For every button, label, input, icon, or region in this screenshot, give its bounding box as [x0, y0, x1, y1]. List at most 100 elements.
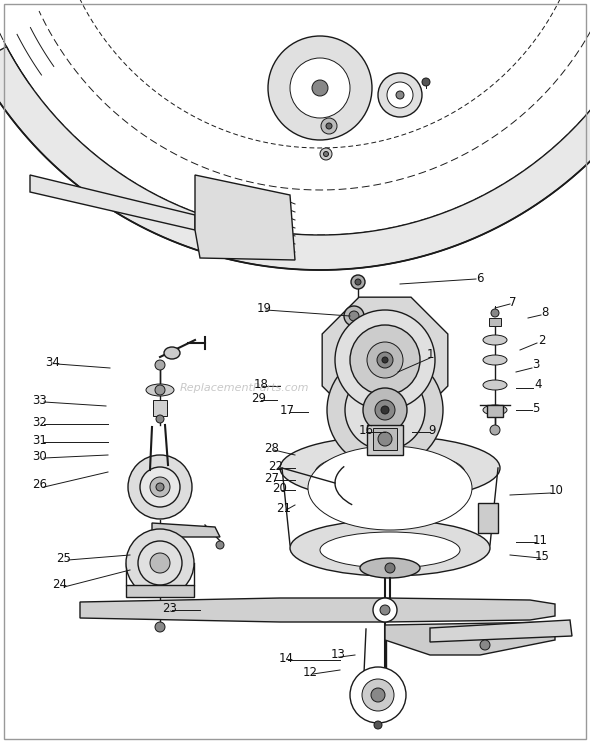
Circle shape: [155, 360, 165, 370]
Circle shape: [345, 370, 425, 450]
Circle shape: [355, 279, 361, 285]
Circle shape: [326, 123, 332, 129]
Text: 14: 14: [278, 652, 293, 664]
Text: 13: 13: [330, 649, 345, 661]
Circle shape: [126, 529, 194, 597]
Bar: [367, 425, 403, 455]
Polygon shape: [385, 622, 555, 655]
Text: 12: 12: [303, 666, 317, 678]
Polygon shape: [195, 175, 295, 260]
Circle shape: [150, 553, 170, 573]
Circle shape: [327, 352, 443, 468]
Polygon shape: [30, 175, 195, 230]
Text: 5: 5: [532, 401, 540, 415]
Ellipse shape: [315, 451, 465, 495]
Text: ReplacementParts.com: ReplacementParts.com: [180, 383, 310, 393]
Text: 1: 1: [426, 348, 434, 362]
Text: 18: 18: [254, 378, 268, 392]
Ellipse shape: [360, 558, 420, 578]
Text: 23: 23: [163, 602, 178, 614]
Text: 2: 2: [538, 334, 546, 346]
Circle shape: [138, 541, 182, 585]
Circle shape: [156, 483, 164, 491]
Circle shape: [350, 325, 420, 395]
Polygon shape: [385, 598, 555, 622]
Text: 31: 31: [32, 433, 47, 447]
Circle shape: [351, 275, 365, 289]
Ellipse shape: [290, 520, 490, 576]
Circle shape: [349, 311, 359, 321]
Circle shape: [371, 688, 385, 702]
Circle shape: [491, 309, 499, 317]
Ellipse shape: [483, 380, 507, 390]
Circle shape: [374, 721, 382, 729]
Polygon shape: [0, 47, 590, 270]
Text: 7: 7: [509, 296, 517, 308]
Circle shape: [373, 598, 397, 622]
Ellipse shape: [320, 532, 460, 568]
Text: 27: 27: [264, 472, 280, 484]
Circle shape: [375, 400, 395, 420]
Circle shape: [268, 36, 372, 140]
Polygon shape: [322, 297, 448, 423]
Text: 16: 16: [359, 424, 373, 436]
Bar: [489, 318, 501, 326]
Text: 22: 22: [268, 459, 284, 473]
Ellipse shape: [308, 446, 472, 530]
Ellipse shape: [483, 335, 507, 345]
Circle shape: [381, 406, 389, 414]
Polygon shape: [152, 523, 220, 537]
Text: 3: 3: [532, 359, 540, 372]
Text: 24: 24: [53, 579, 67, 591]
Circle shape: [480, 640, 490, 650]
Circle shape: [335, 310, 435, 410]
Text: 21: 21: [277, 502, 291, 514]
Circle shape: [380, 605, 390, 615]
Text: 4: 4: [535, 378, 542, 392]
Text: 32: 32: [32, 415, 47, 429]
Circle shape: [312, 80, 328, 96]
Circle shape: [323, 152, 329, 157]
Text: 20: 20: [273, 481, 287, 495]
Text: 29: 29: [251, 392, 267, 404]
Text: 19: 19: [257, 302, 271, 314]
Circle shape: [155, 385, 165, 395]
Circle shape: [362, 679, 394, 711]
Polygon shape: [80, 598, 385, 622]
Circle shape: [140, 467, 180, 507]
Circle shape: [367, 342, 403, 378]
Circle shape: [156, 415, 164, 423]
Text: 17: 17: [280, 403, 294, 417]
Circle shape: [321, 118, 337, 134]
Circle shape: [378, 432, 392, 446]
Text: 26: 26: [32, 478, 48, 492]
Circle shape: [128, 455, 192, 519]
Ellipse shape: [146, 384, 174, 396]
Text: 8: 8: [541, 307, 549, 319]
Text: 28: 28: [264, 441, 280, 455]
Circle shape: [490, 425, 500, 435]
Circle shape: [422, 78, 430, 86]
Circle shape: [378, 73, 422, 117]
Circle shape: [216, 541, 224, 549]
Text: 30: 30: [32, 450, 47, 462]
Circle shape: [155, 622, 165, 632]
Text: 34: 34: [45, 355, 60, 369]
Text: 9: 9: [428, 424, 436, 436]
Circle shape: [150, 477, 170, 497]
Text: 25: 25: [57, 551, 71, 565]
Bar: [478, 503, 498, 533]
Circle shape: [377, 352, 393, 368]
Text: 11: 11: [533, 533, 548, 547]
Text: 10: 10: [549, 484, 563, 496]
Ellipse shape: [483, 355, 507, 365]
Polygon shape: [430, 620, 572, 642]
Circle shape: [344, 306, 364, 326]
Ellipse shape: [164, 347, 180, 359]
Bar: [373, 428, 397, 450]
Bar: [487, 405, 503, 417]
Circle shape: [363, 388, 407, 432]
Circle shape: [396, 91, 404, 99]
Circle shape: [350, 667, 406, 723]
Circle shape: [385, 563, 395, 573]
